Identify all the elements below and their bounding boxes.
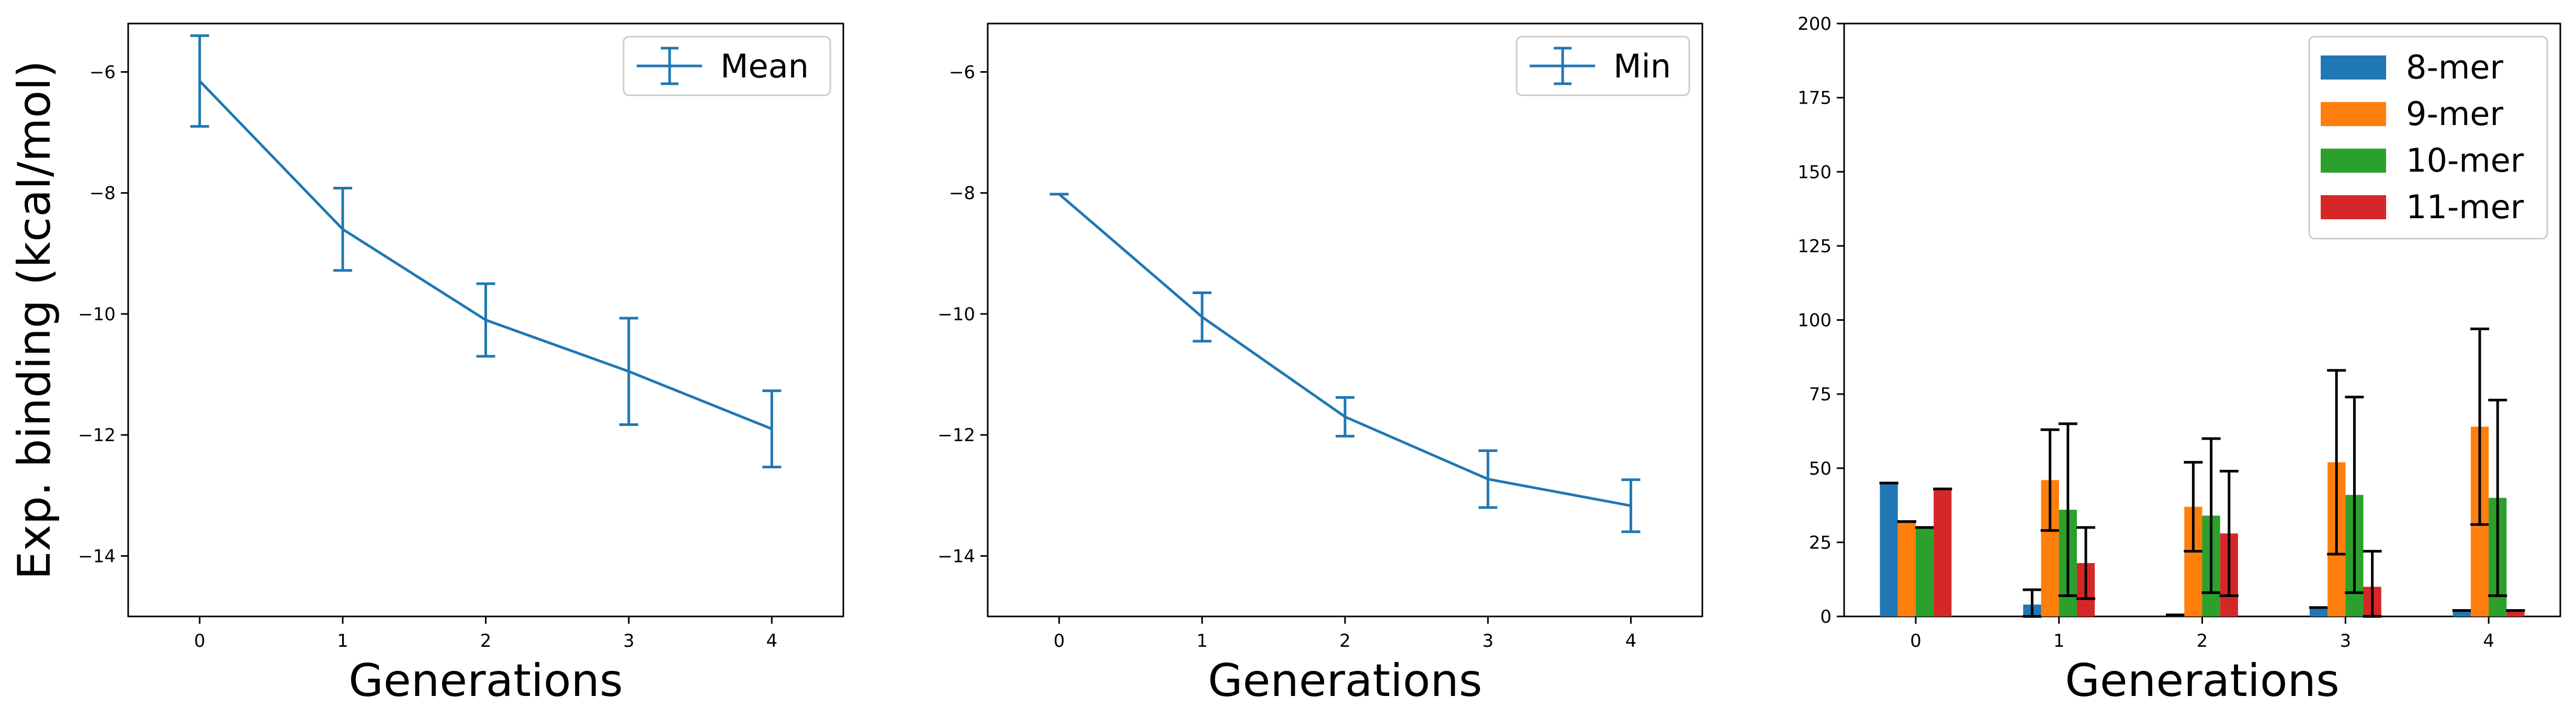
legend-label: 9-mer bbox=[2406, 95, 2503, 133]
y-tick-label: 150 bbox=[1798, 162, 1832, 183]
legend-label: Min bbox=[1613, 47, 1671, 85]
x-tick-label: 2 bbox=[1339, 631, 1351, 651]
error-bar bbox=[1192, 291, 1212, 343]
x-tick-label: 3 bbox=[2340, 631, 2351, 651]
error-bar bbox=[2201, 437, 2221, 594]
error-bar bbox=[2058, 422, 2077, 597]
y-tick-label: −6 bbox=[949, 62, 975, 83]
series-line-min bbox=[1058, 193, 1631, 507]
bar-8-mer bbox=[2309, 608, 2328, 616]
legend-box bbox=[1516, 36, 1690, 96]
y-tick-label: −8 bbox=[89, 183, 116, 204]
y-tick-label: 175 bbox=[1798, 88, 1832, 109]
error-bar bbox=[2184, 460, 2203, 553]
chart-panel-2: −14 −12 −10 −8 −6 0 1 2 3 4 Generations Min bbox=[937, 23, 1703, 707]
y-tick-label: 100 bbox=[1798, 310, 1832, 331]
error-bar bbox=[2345, 396, 2364, 594]
legend-label: Mean bbox=[720, 47, 809, 85]
y-tick-label: 25 bbox=[1809, 532, 1832, 553]
y-tick-label: −10 bbox=[937, 304, 975, 325]
bar-8-mer bbox=[1880, 483, 1898, 616]
x-tick-label: 3 bbox=[1482, 631, 1494, 651]
error-bar bbox=[1336, 396, 1354, 437]
legend: Min bbox=[1516, 36, 1690, 96]
y-tick-label: 75 bbox=[1809, 384, 1832, 405]
error-bar bbox=[476, 282, 495, 358]
y-tick-label: −12 bbox=[78, 425, 116, 446]
legend-box bbox=[2308, 36, 2548, 240]
y-tick-label: 200 bbox=[1798, 14, 1832, 35]
error-bar bbox=[2219, 469, 2239, 597]
x-tick-label: 4 bbox=[2483, 631, 2494, 651]
legend: Mean bbox=[623, 36, 831, 96]
bar-11-mer bbox=[1934, 489, 1952, 616]
legend-swatch bbox=[2321, 55, 2386, 80]
chart-panel-3: 0 25 50 75 100 125 150 175 200 0 1 2 3 4 Generations 8-… bbox=[1798, 14, 2561, 707]
error-bar bbox=[762, 389, 782, 468]
error-bar bbox=[2363, 549, 2382, 618]
x-tick-label: 0 bbox=[194, 631, 206, 651]
x-tick-label: 3 bbox=[623, 631, 635, 651]
bar-9-mer bbox=[1897, 521, 1916, 616]
legend-swatch bbox=[2321, 195, 2386, 219]
legend-box bbox=[623, 36, 831, 96]
error-bar bbox=[2488, 398, 2507, 597]
y-tick-label: −8 bbox=[949, 183, 975, 204]
error-bar bbox=[2076, 526, 2096, 600]
plot-frame bbox=[987, 23, 1703, 617]
x-axis-label: Generations bbox=[1208, 655, 1483, 707]
error-bar bbox=[2040, 428, 2060, 532]
error-bar bbox=[2327, 369, 2346, 556]
error-bar bbox=[1621, 478, 1641, 533]
x-tick-label: 1 bbox=[337, 631, 348, 651]
x-tick-label: 4 bbox=[766, 631, 777, 651]
y-tick-label: −14 bbox=[78, 546, 116, 567]
bar-11-mer bbox=[2506, 610, 2525, 616]
x-tick-label: 0 bbox=[1910, 631, 1922, 651]
y-axis-label: Exp. binding (kcal/mol) bbox=[8, 60, 61, 579]
y-tick-label: −10 bbox=[78, 304, 116, 325]
legend-swatch bbox=[2321, 102, 2386, 126]
legend-label: 10-mer bbox=[2406, 141, 2524, 179]
y-tick-label: 0 bbox=[1820, 606, 1832, 627]
y-tick-label: −12 bbox=[937, 425, 975, 446]
bar-8-mer bbox=[2453, 610, 2471, 616]
error-bar bbox=[1478, 449, 1498, 509]
error-bar bbox=[2023, 588, 2042, 618]
y-tick-label: −6 bbox=[89, 62, 116, 83]
y-tick-label: 125 bbox=[1798, 236, 1832, 257]
x-axis-label: Generations bbox=[348, 655, 623, 707]
x-tick-label: 1 bbox=[1196, 631, 1208, 651]
error-bar bbox=[2470, 327, 2489, 526]
y-tick-label: −14 bbox=[937, 546, 975, 567]
chart-panel-1: −14 −12 −10 −8 −6 0 1 2 3 4 Generations Exp. bindin… bbox=[8, 23, 844, 707]
x-tick-label: 1 bbox=[2053, 631, 2065, 651]
legend-label: 8-mer bbox=[2406, 48, 2503, 86]
error-bar bbox=[190, 34, 209, 128]
x-tick-label: 0 bbox=[1054, 631, 1065, 651]
error-bar bbox=[333, 186, 353, 272]
x-tick-label: 2 bbox=[2197, 631, 2208, 651]
legend: 8-mer 9-mer 10-mer 11-mer bbox=[2308, 36, 2548, 240]
legend-label: 11-mer bbox=[2406, 188, 2524, 226]
y-tick-label: 50 bbox=[1809, 458, 1832, 479]
x-tick-label: 4 bbox=[1625, 631, 1637, 651]
x-axis-label: Generations bbox=[2065, 655, 2340, 707]
error-bar bbox=[619, 317, 638, 426]
series-line-mean bbox=[198, 80, 773, 430]
x-tick-label: 2 bbox=[480, 631, 492, 651]
legend-swatch bbox=[2321, 149, 2386, 173]
bar-10-mer bbox=[1915, 527, 1934, 616]
